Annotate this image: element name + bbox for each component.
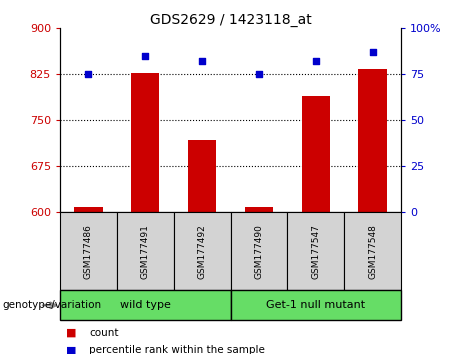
- Text: GSM177492: GSM177492: [198, 224, 207, 279]
- Bar: [230, 290, 401, 320]
- Text: count: count: [89, 328, 118, 338]
- Text: percentile rank within the sample: percentile rank within the sample: [89, 346, 265, 354]
- Point: [312, 59, 319, 64]
- Bar: [74, 207, 102, 212]
- Bar: [131, 73, 160, 212]
- Bar: [245, 207, 273, 212]
- Text: Get-1 null mutant: Get-1 null mutant: [266, 300, 366, 310]
- Point: [369, 50, 376, 55]
- Text: ■: ■: [66, 328, 77, 338]
- Text: wild type: wild type: [120, 300, 171, 310]
- Text: genotype/variation: genotype/variation: [2, 300, 101, 310]
- Text: GSM177548: GSM177548: [368, 224, 377, 279]
- Text: GSM177547: GSM177547: [311, 224, 320, 279]
- Text: GSM177486: GSM177486: [84, 224, 93, 279]
- Point: [142, 53, 149, 59]
- Text: ■: ■: [66, 346, 77, 354]
- Point: [255, 72, 263, 77]
- Bar: [188, 140, 216, 212]
- Title: GDS2629 / 1423118_at: GDS2629 / 1423118_at: [150, 13, 311, 27]
- Bar: [287, 212, 344, 290]
- Bar: [301, 96, 330, 212]
- Bar: [60, 212, 117, 290]
- Bar: [60, 290, 230, 320]
- Point: [85, 72, 92, 77]
- Bar: [344, 212, 401, 290]
- Bar: [230, 212, 287, 290]
- Bar: [358, 69, 387, 212]
- Text: GSM177490: GSM177490: [254, 224, 263, 279]
- Point: [198, 59, 206, 64]
- Text: GSM177491: GSM177491: [141, 224, 150, 279]
- Bar: [117, 212, 174, 290]
- Bar: [174, 212, 230, 290]
